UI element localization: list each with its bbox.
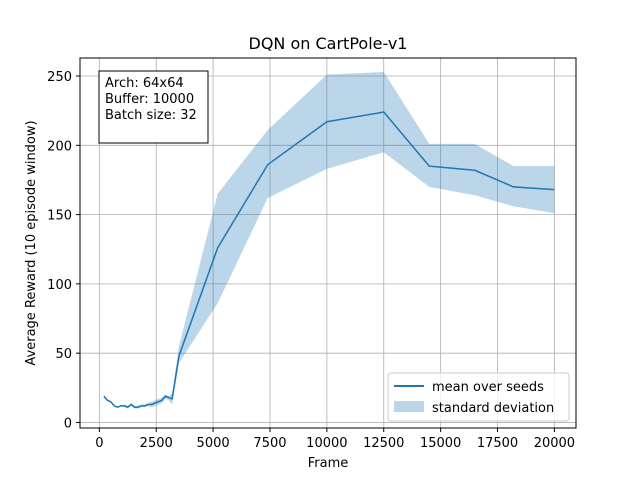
- x-tick-label: 10000: [306, 436, 347, 451]
- x-tick-label: 15000: [420, 436, 461, 451]
- grid: [80, 58, 576, 428]
- legend-label-mean: mean over seeds: [432, 380, 544, 395]
- info-arch: Arch: 64x64: [105, 76, 184, 91]
- mean-line-group: [103, 111, 555, 408]
- x-tick-label: 2500: [140, 436, 173, 451]
- x-tick-label: 20000: [534, 436, 575, 451]
- std-band-group: [103, 71, 555, 409]
- plot-frame: [79, 57, 577, 429]
- legend-label-std: standard deviation: [432, 401, 554, 416]
- std-band: [103, 71, 555, 409]
- info-box-frame: [98, 70, 209, 144]
- chart-title: DQN on CartPole-v1: [249, 34, 408, 53]
- x-axis-label: Frame: [308, 456, 349, 471]
- y-tick-label: 150: [47, 209, 72, 224]
- info-batch-size: Batch size: 32: [105, 108, 197, 123]
- x-axis-ticks: 0 2500 5000 7500 10000 12500 15000 17500 20000: [95, 428, 575, 451]
- y-axis-ticks: 0 50 100 150 200 250: [47, 70, 80, 431]
- info-buffer: Buffer: 10000: [105, 92, 194, 107]
- x-tick-label: 5000: [197, 436, 230, 451]
- y-tick-label: 250: [47, 70, 72, 85]
- y-tick-label: 0: [64, 416, 72, 431]
- mean-line: [103, 111, 555, 408]
- y-axis-label: Average Reward (10 episode window): [24, 120, 39, 365]
- info-box: Arch: 64x64 Buffer: 10000 Batch size: 32: [98, 70, 209, 144]
- x-tick-label: 7500: [253, 436, 286, 451]
- x-tick-label: 12500: [363, 436, 404, 451]
- x-tick-label: 17500: [477, 436, 518, 451]
- legend: mean over seeds standard deviation: [387, 372, 570, 422]
- y-tick-label: 200: [47, 139, 72, 154]
- legend-swatch-std: [394, 401, 424, 412]
- legend-frame: [387, 372, 570, 422]
- y-tick-label: 100: [47, 278, 72, 293]
- y-tick-label: 50: [55, 347, 72, 362]
- x-tick-label: 0: [95, 436, 103, 451]
